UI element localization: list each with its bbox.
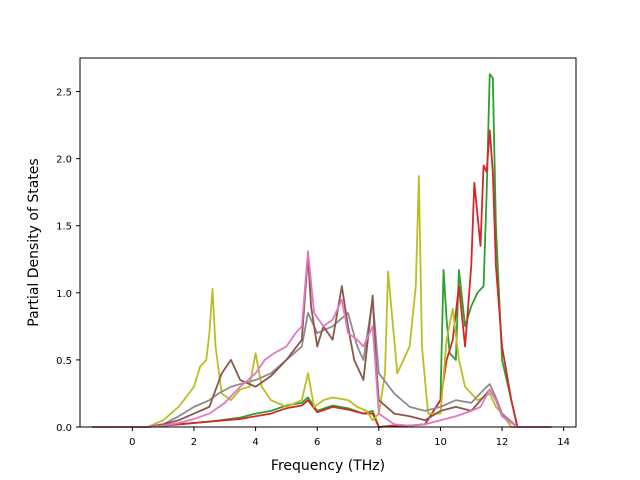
y-tick-label: 1.5 [56, 222, 72, 233]
series-line-6 [92, 250, 552, 428]
x-tick-label: 14 [557, 437, 570, 448]
y-axis-label: Partial Density of States [26, 158, 42, 326]
x-tick-label: 10 [434, 437, 447, 448]
x-axis-ticks: 0 2 4 6 8 10 12 14 [129, 427, 570, 448]
y-axis-ticks: 0.0 0.5 1.0 1.5 2.0 2.5 [56, 88, 80, 434]
x-tick-label: 6 [314, 437, 320, 448]
x-tick-label: 12 [496, 437, 509, 448]
y-tick-label: 0.5 [56, 356, 72, 367]
x-tick-label: 0 [129, 437, 135, 448]
y-tick-label: 0.0 [56, 423, 72, 434]
series-layer [92, 73, 552, 428]
x-tick-label: 4 [252, 437, 258, 448]
x-tick-label: 2 [191, 437, 197, 448]
y-tick-label: 2.5 [56, 88, 72, 99]
plot-frame [79, 57, 577, 428]
x-axis-label: Frequency (THz) [271, 458, 385, 474]
y-tick-label: 2.0 [56, 155, 72, 166]
y-tick-label: 1.0 [56, 289, 72, 300]
series-line-3 [92, 175, 552, 428]
x-tick-label: 8 [376, 437, 382, 448]
